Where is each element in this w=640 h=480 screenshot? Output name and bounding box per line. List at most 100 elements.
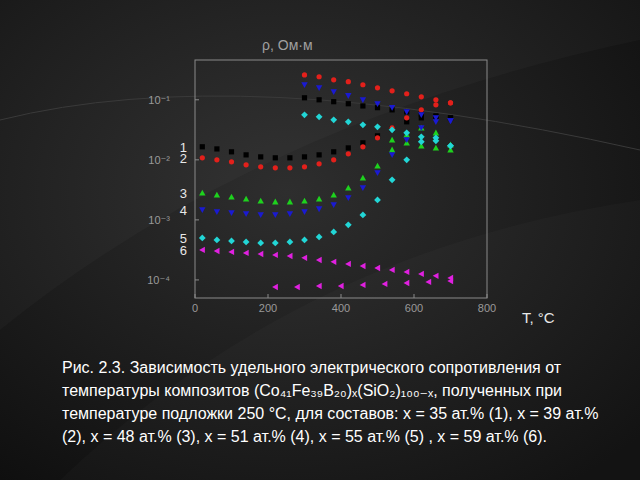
data-point: [390, 88, 395, 93]
data-point: [418, 112, 424, 118]
data-point: [287, 211, 293, 217]
data-point: [301, 237, 308, 244]
data-point: [331, 202, 337, 208]
x-tick-label: 400: [332, 302, 350, 314]
data-point: [360, 121, 367, 128]
x-tick: [195, 294, 196, 298]
data-point: [317, 74, 322, 79]
data-point: [228, 210, 234, 216]
data-point: [331, 77, 336, 82]
data-point: [331, 157, 336, 162]
data-point: [301, 198, 307, 204]
data-point: [228, 194, 234, 200]
data-point: [389, 126, 396, 133]
data-point: [404, 269, 410, 275]
x-tick-label: 200: [259, 302, 277, 314]
data-point: [345, 93, 351, 99]
data-point: [360, 144, 365, 149]
data-point: [330, 228, 337, 235]
data-point: [302, 95, 307, 100]
data-point: [229, 159, 234, 164]
background: [0, 0, 640, 480]
y-tick-label: 10⁻³: [148, 214, 170, 226]
x-tick: [487, 294, 488, 298]
data-point: [243, 238, 250, 245]
data-point: [301, 255, 307, 261]
data-point: [214, 237, 221, 244]
data-point: [316, 206, 322, 212]
x-tick: [341, 294, 342, 298]
data-point: [404, 109, 409, 114]
plot-area: [199, 72, 454, 290]
data-point: [272, 239, 279, 246]
data-point: [346, 151, 351, 156]
data-point: [360, 185, 366, 191]
series: [199, 125, 454, 205]
data-point: [389, 105, 395, 111]
data-point: [258, 212, 264, 218]
series: [199, 247, 453, 290]
data-point: [199, 190, 205, 196]
data-point: [287, 199, 293, 205]
x-tick-label: 0: [192, 302, 198, 314]
data-point: [199, 247, 205, 253]
data-point: [331, 259, 337, 265]
data-point: [345, 261, 351, 267]
data-point: [345, 195, 351, 201]
data-point: [404, 91, 409, 96]
y-tick-label: 10⁻¹: [148, 94, 170, 106]
data-point: [316, 196, 322, 202]
data-point: [272, 199, 278, 205]
data-point: [257, 239, 264, 246]
data-point: [418, 133, 425, 140]
data-point: [433, 115, 439, 121]
data-point: [447, 142, 454, 149]
data-point: [360, 82, 365, 87]
data-point: [374, 101, 380, 107]
data-point: [331, 99, 336, 104]
data-point: [404, 115, 409, 120]
x-tick-label: 800: [478, 302, 496, 314]
plot-frame: [195, 60, 487, 298]
data-point: [294, 284, 300, 290]
x-tick-label: 600: [405, 302, 423, 314]
data-point: [214, 146, 219, 151]
data-point: [345, 185, 351, 191]
data-point: [419, 94, 424, 99]
caption: Рис. 2.3. Зависимость удельного электрич…: [62, 356, 610, 448]
data-point: [272, 284, 278, 290]
x-tick: [414, 294, 415, 298]
data-point: [345, 118, 352, 125]
data-point: [273, 155, 278, 160]
data-point: [258, 154, 263, 159]
data-point: [374, 163, 380, 169]
data-point: [338, 283, 344, 289]
y-tick: [195, 279, 199, 280]
data-point: [214, 209, 220, 215]
data-point: [360, 103, 365, 108]
data-point: [316, 257, 322, 263]
data-point: [317, 161, 322, 166]
data-point: [316, 85, 322, 91]
data-point: [433, 137, 440, 144]
series: [200, 95, 453, 160]
data-point: [214, 192, 220, 198]
data-point: [447, 142, 454, 149]
data-point: [287, 155, 292, 160]
data-point: [360, 263, 366, 269]
data-point: [301, 209, 307, 215]
data-point: [316, 233, 323, 240]
series: [199, 82, 454, 218]
decor: [0, 96, 640, 150]
data-point: [244, 162, 249, 167]
data-point: [243, 196, 249, 202]
data-point: [287, 165, 292, 170]
decor: [60, 200, 640, 480]
data-point: [375, 85, 380, 90]
data-point: [448, 100, 453, 105]
data-point: [404, 137, 410, 143]
data-point: [244, 152, 249, 157]
data-point: [433, 273, 439, 279]
data-point: [346, 145, 351, 150]
y-tick: [195, 99, 199, 100]
